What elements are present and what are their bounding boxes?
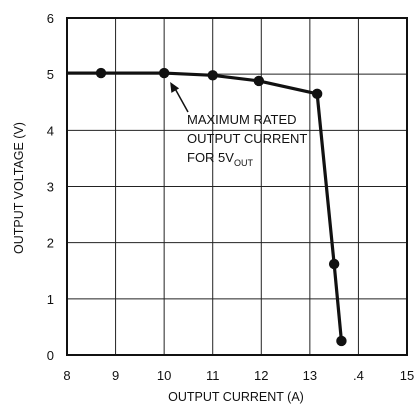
y-tick-label-4: 4 (47, 123, 54, 138)
x-axis-ticks: 8 9 10 11 12 13 .4 15 (63, 368, 414, 383)
data-point-4 (253, 75, 265, 87)
x-tick-label-4: 12 (254, 368, 268, 383)
series-line-0 (67, 71, 344, 342)
annotation-line-2: OUTPUT CURRENT (187, 131, 307, 146)
x-tick-label-3: 11 (206, 368, 220, 383)
y-tick-label-2: 2 (47, 236, 54, 251)
y-tick-label-6: 6 (47, 11, 54, 26)
annotation-arrowhead (170, 82, 180, 93)
annotation-line-3-main: FOR 5V (187, 150, 234, 165)
x-axis-label: OUTPUT CURRENT (A) (168, 390, 304, 404)
annotation: MAXIMUM RATED OUTPUT CURRENT FOR 5VOUT (170, 82, 307, 168)
grid (67, 18, 407, 355)
x-tick-label-7: 15 (400, 368, 414, 383)
series-group (67, 67, 347, 347)
y-tick-label-3: 3 (47, 180, 54, 195)
annotation-line-3: FOR 5VOUT (187, 150, 253, 168)
y-axis-ticks: 0 1 2 3 4 5 6 (47, 11, 54, 363)
data-point-5 (311, 88, 323, 100)
y-tick-label-5: 5 (47, 67, 54, 82)
y-tick-label-0: 0 (47, 348, 54, 363)
y-axis-label: OUTPUT VOLTAGE (V) (12, 122, 26, 254)
x-tick-label-5: 13 (303, 368, 317, 383)
data-point-2 (158, 67, 170, 79)
x-tick-label-1: 9 (112, 368, 119, 383)
data-point-1 (95, 67, 107, 79)
data-point-3 (207, 70, 218, 81)
data-point-6 (328, 258, 340, 270)
annotation-line-3-subscript: OUT (234, 158, 254, 168)
y-tick-label-1: 1 (47, 292, 54, 307)
x-tick-label-0: 8 (63, 368, 70, 383)
x-tick-label-6: .4 (353, 368, 364, 383)
annotation-line-1: MAXIMUM RATED (187, 112, 297, 127)
annotation-arrow (173, 86, 189, 113)
x-tick-label-2: 10 (157, 368, 171, 383)
data-point-7 (336, 335, 347, 347)
plot-frame (66, 17, 408, 356)
